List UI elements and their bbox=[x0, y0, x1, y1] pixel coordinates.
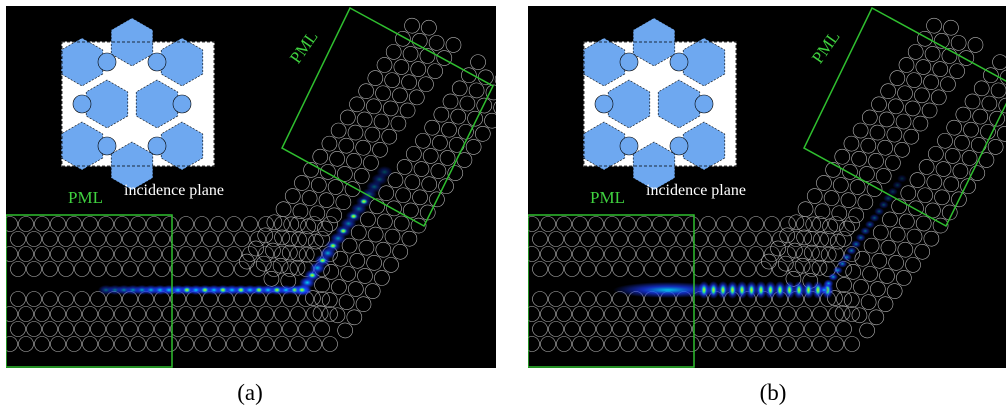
unit-cell-inset bbox=[60, 17, 215, 191]
caption-b: (b) bbox=[759, 380, 787, 405]
pml-box-right bbox=[803, 6, 1006, 228]
pml-label-left: PML bbox=[68, 188, 103, 207]
pml-box-left bbox=[528, 214, 695, 368]
field-intensity bbox=[98, 166, 393, 296]
field-intensity bbox=[613, 174, 907, 299]
incidence-plane-label: incidence plane bbox=[124, 182, 224, 199]
field-map-b bbox=[528, 6, 1006, 368]
pml-box-right bbox=[281, 6, 494, 228]
panel-a: PML PML incidence plane bbox=[6, 6, 496, 368]
panel-b: PML PML incidence plane bbox=[528, 6, 1006, 368]
caption-a: (a) bbox=[237, 380, 263, 405]
incidence-plane-label: incidence plane bbox=[646, 182, 746, 199]
pml-label-left: PML bbox=[590, 188, 625, 207]
field-map-a bbox=[6, 6, 496, 368]
unit-cell-inset bbox=[582, 17, 737, 191]
pml-box-left bbox=[6, 214, 173, 368]
